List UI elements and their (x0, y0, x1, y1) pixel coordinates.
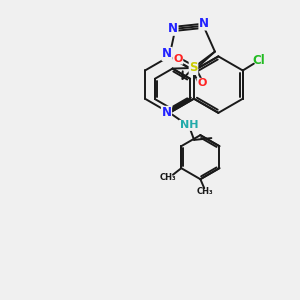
Text: O: O (173, 54, 183, 64)
Text: S: S (189, 61, 198, 74)
Text: CH₃: CH₃ (160, 172, 176, 182)
Text: N: N (199, 17, 209, 30)
Text: Cl: Cl (253, 54, 266, 67)
Text: O: O (197, 78, 206, 88)
Text: N: N (161, 106, 172, 119)
Text: NH: NH (179, 120, 198, 130)
Text: N: N (168, 22, 178, 35)
Text: CH₃: CH₃ (196, 187, 213, 196)
Text: N: N (162, 47, 172, 61)
